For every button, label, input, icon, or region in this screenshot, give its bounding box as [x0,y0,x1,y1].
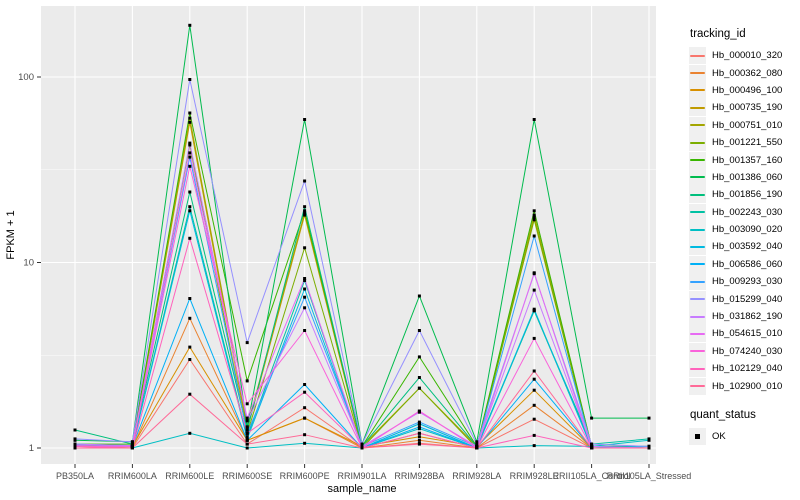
svg-text:RRII105LA_Control: RRII105LA_Control [553,471,631,481]
legend-item: Hb_002243_030 [689,203,799,221]
legend-item: OK [689,428,799,445]
legend-key-line-icon [689,290,706,308]
legend-key-line-icon [689,377,706,395]
legend-item: Hb_102129_040 [689,360,799,378]
legend-item: Hb_000496_100 [689,81,799,99]
legend-item: Hb_000010_320 [689,47,799,65]
legend-item: Hb_001357_160 [689,151,799,169]
legend-key-square-icon [689,428,706,445]
legend-key-line-icon [689,273,706,291]
axis-ticks [37,76,650,468]
x-axis-title: sample_name [327,483,396,495]
legend-item: Hb_102900_010 [689,377,799,395]
legend-key-line-icon [689,186,706,204]
legend-key-line-icon [689,99,706,117]
legend-item: Hb_001856_190 [689,186,799,204]
legend-item: Hb_000362_080 [689,64,799,82]
legend-item-label: Hb_000735_190 [712,102,783,114]
legend-items-tracking-id: Hb_000010_320 Hb_000362_080 Hb_000496_100 H… [689,47,799,395]
legend-key-line-icon [689,255,706,273]
legend-item: Hb_054615_010 [689,325,799,343]
legend-item: Hb_074240_030 [689,342,799,360]
legend-item-label: Hb_031862_190 [712,311,783,323]
legend-title-tracking-id: tracking_id [690,28,746,40]
legend-item: Hb_015299_040 [689,290,799,308]
legend-item: Hb_001386_060 [689,168,799,186]
legend-item-label: Hb_000010_320 [712,50,783,62]
svg-text:1: 1 [29,443,34,454]
legend-key-line-icon [689,203,706,221]
legend-panel: tracking_id Hb_000010_320 Hb_000362_080 Hb… [689,28,799,445]
legend-item-label: Hb_015299_040 [712,293,783,305]
legend-item-label: Hb_000496_100 [712,84,783,96]
legend-title-quant-status: quant_status [690,408,756,421]
legend-item: Hb_001221_550 [689,134,799,152]
svg-text:RRIM928LE: RRIM928LE [510,471,559,481]
data-points [73,23,651,450]
legend-item: Hb_000751_010 [689,116,799,134]
legend-item: Hb_003592_040 [689,238,799,256]
axis-labels: 1 10 100 PB350LA RRIM600LA RRIM600LE RRIM600SE… [18,72,691,481]
legend-item-label: Hb_000362_080 [712,67,783,79]
svg-text:100: 100 [18,72,34,83]
legend-item-label: Hb_001856_190 [712,189,783,201]
legend-key-line-icon [689,64,706,82]
legend-item-label: Hb_001386_060 [712,171,783,183]
legend-item: Hb_003090_020 [689,221,799,239]
legend-key-line-icon [689,221,706,239]
legend-key-line-icon [689,342,706,360]
legend-key-line-icon [689,47,706,65]
legend-item: Hb_009293_030 [689,273,799,291]
svg-text:RRIM600LE: RRIM600LE [165,471,214,481]
svg-text:RRII105LA_Stressed: RRII105LA_Stressed [607,471,692,481]
legend-key-line-icon [689,325,706,343]
legend-key-line-icon [689,151,706,169]
legend-item: Hb_006586_060 [689,255,799,273]
legend-item-label: Hb_003592_040 [712,241,783,253]
legend-item-label: Hb_002243_030 [712,206,783,218]
legend-item-label: Hb_009293_030 [712,276,783,288]
legend-items-quant-status: OK [689,428,799,445]
legend-item-label: Hb_003090_020 [712,224,783,236]
legend-key-line-icon [689,238,706,256]
legend-key-line-icon [689,308,706,326]
y-axis-title: FPKM + 1 [5,210,17,259]
svg-text:10: 10 [23,258,34,269]
legend-item-label: Hb_054615_010 [712,328,783,340]
legend-key-line-icon [689,134,706,152]
legend-key-line-icon [689,360,706,378]
legend-item-label: Hb_001357_160 [712,154,783,166]
legend-key-line-icon [689,81,706,99]
legend-key-line-icon [689,168,706,186]
legend-item: Hb_000735_190 [689,99,799,117]
legend-item-label: Hb_000751_010 [712,119,783,131]
legend-item: Hb_031862_190 [689,308,799,326]
svg-text:RRIM600LA: RRIM600LA [108,471,157,481]
svg-text:RRIM928BA: RRIM928BA [394,471,444,481]
legend-item-label: Hb_074240_030 [712,345,783,357]
svg-text:RRIM600SE: RRIM600SE [222,471,272,481]
svg-text:PB350LA: PB350LA [56,471,94,481]
legend-item-label: OK [712,431,726,442]
legend-item-label: Hb_001221_550 [712,137,783,149]
legend-key-line-icon [689,116,706,134]
legend-item-label: Hb_102129_040 [712,363,783,375]
legend-item-label: Hb_006586_060 [712,258,783,270]
svg-text:RRIM600PE: RRIM600PE [280,471,330,481]
legend-item-label: Hb_102900_010 [712,380,783,392]
svg-text:RRIM928LA: RRIM928LA [452,471,501,481]
svg-text:RRIM901LA: RRIM901LA [337,471,386,481]
